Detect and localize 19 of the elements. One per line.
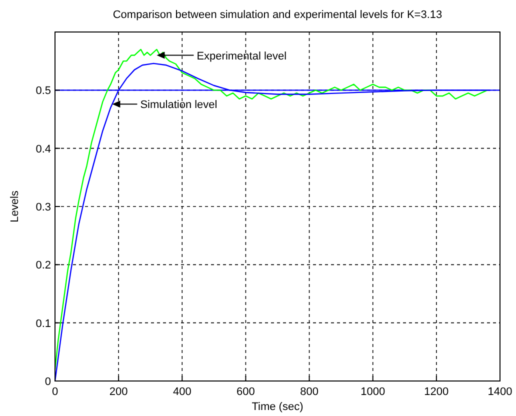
y-tick-label: 0.4 [36,143,51,156]
x-tick-label: 200 [109,386,128,398]
chart-title: Comparison between simulation and experimental levels for K=3.13 [112,9,442,21]
y-tick-label: 0 [44,376,51,388]
x-tick-label: 600 [236,386,255,398]
annotation: Simulation level [140,99,218,112]
x-tick-label: 800 [300,386,318,398]
x-tick-label: 400 [172,386,192,398]
x-tick-label: 1000 [360,386,386,398]
x-tick-label: 0 [52,386,58,398]
annotation: Experimental level [196,50,287,62]
y-tick-label: 0.3 [36,202,51,214]
y-tick-label: 0.2 [36,260,51,272]
x-tick-label: 1200 [424,386,449,398]
y-tick-label: 0.5 [36,85,51,98]
x-axis-title: Time (sec) [252,401,304,413]
x-tick-label: 1400 [488,386,512,398]
y-axis-title: Levels [9,190,21,222]
y-tick-label: 0.1 [36,318,51,330]
